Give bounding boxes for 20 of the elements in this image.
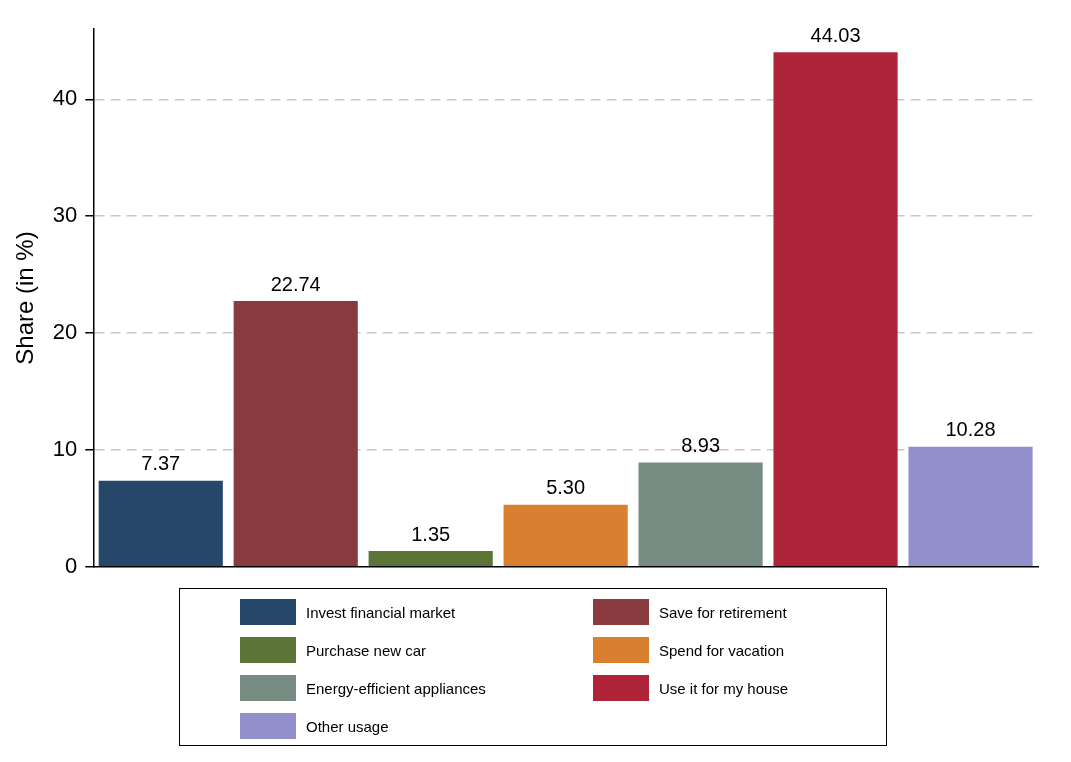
data-label: 5.30 [546, 476, 586, 499]
data-label: 1.35 [411, 522, 451, 545]
legend-label: Other usage [306, 717, 389, 735]
legend-label: Purchase new car [306, 641, 427, 659]
legend-label: Use it for my house [659, 679, 789, 697]
y-tick-label: 30 [52, 202, 78, 228]
data-label: 7.37 [141, 452, 181, 475]
y-tick-label: 0 [65, 552, 78, 578]
data-label: 44.03 [810, 23, 861, 46]
y-tick-label: 20 [52, 319, 78, 345]
y-tick-label: 10 [52, 435, 78, 461]
y-axis-title: Share (in %) [11, 231, 39, 365]
data-label: 8.93 [681, 433, 721, 456]
legend-label: Spend for vacation [659, 641, 785, 659]
legend-label: Save for retirement [659, 603, 787, 621]
data-label: 10.28 [945, 418, 996, 441]
data-label: 22.74 [270, 272, 321, 295]
y-tick-label: 40 [52, 85, 78, 111]
legend-label: Energy-efficient appliances [306, 679, 486, 697]
legend-label: Invest financial market [306, 603, 456, 621]
